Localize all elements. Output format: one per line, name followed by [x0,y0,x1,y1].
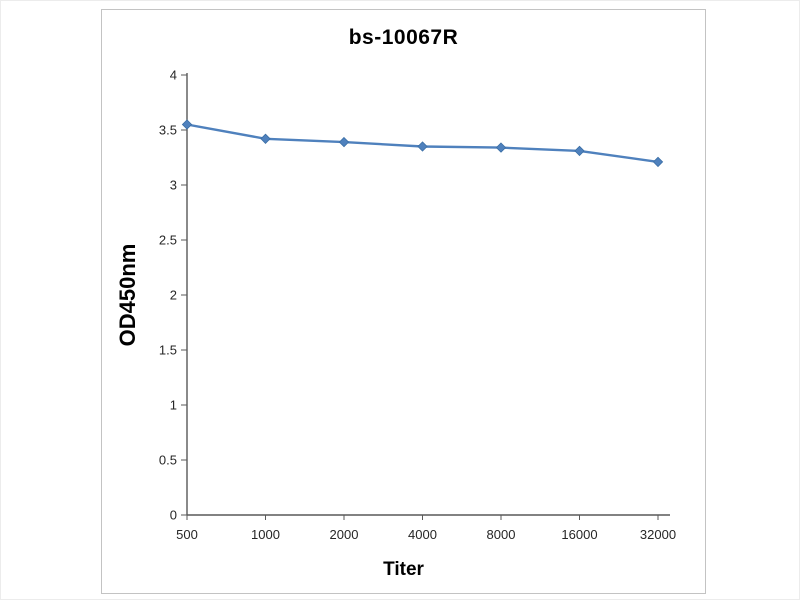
plot-area: 0 0.5 1 1.5 2 2.5 3 3.5 4 500 1000 2000 4000 8000 1600… [159,68,676,543]
y-tick-label: 3 [170,178,177,193]
y-tick-label: 0 [170,508,177,523]
y-tick-label: 2.5 [159,233,177,248]
x-tick-label: 16000 [561,527,597,542]
data-point-marker [652,156,664,168]
x-tick-label: 8000 [487,527,516,542]
x-tick-label: 32000 [640,527,676,542]
data-point-marker [260,133,271,144]
y-tick-label: 2 [170,288,177,303]
chart-frame: bs-10067R OD450nm 0 0.5 1 1.5 2 2.5 3 3.5 4 500 10… [101,9,706,594]
y-tick-label: 3.5 [159,123,177,138]
y-tick-label: 4 [170,68,177,83]
data-point-marker [574,145,585,157]
x-axis-label: Titer [383,559,424,580]
y-tick-label: 0.5 [159,453,177,468]
x-tick-label: 2000 [330,527,359,542]
data-point-marker [417,141,428,152]
y-tick-label: 1.5 [159,343,177,358]
x-tick-label: 1000 [251,527,280,542]
x-tick-label: 500 [176,527,198,542]
data-point-marker [181,119,193,130]
chart-title: bs-10067R [348,26,459,49]
data-point-marker [338,136,350,148]
data-point-marker [495,142,507,153]
y-tick-label: 1 [170,398,177,413]
x-tick-label: 4000 [408,527,437,542]
